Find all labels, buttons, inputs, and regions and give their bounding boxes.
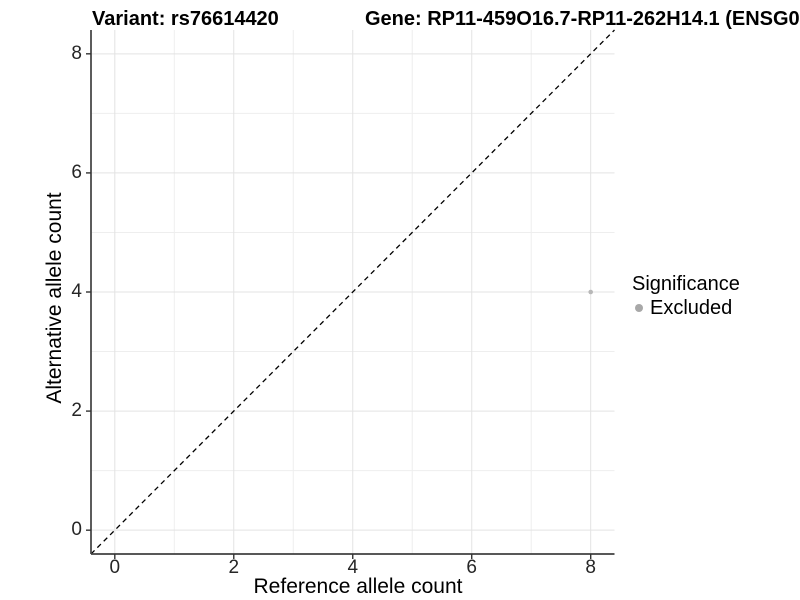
x-tick-label: 0 [109,557,121,578]
y-tick-label: 2 [71,400,82,422]
legend: Significance Excluded [632,273,740,319]
identity-dashed-line [90,29,615,555]
legend-point-icon [635,304,643,312]
data-point [588,289,594,295]
y-tick-label: 6 [71,161,82,183]
legend-item-excluded: Excluded [632,297,740,319]
variant-title: Variant: rs76614420 [92,8,279,30]
y-tick-label: 4 [71,281,82,302]
x-tick-label: 6 [466,557,478,578]
legend-title: Significance [632,273,740,295]
gene-title: Gene: RP11-459O16.7-RP11-262H14.1 (ENSG0 [365,8,800,30]
x-tick-label: 4 [347,557,359,578]
y-tick-label: 0 [71,519,82,541]
x-tick-label: 2 [228,557,240,578]
x-tick-label: 8 [585,557,596,578]
y-tick-label: 8 [71,42,82,64]
x-axis-label: Reference allele count [253,575,463,598]
legend-item-label: Excluded [650,297,733,319]
y-axis-label: Alternative allele count [43,192,66,404]
